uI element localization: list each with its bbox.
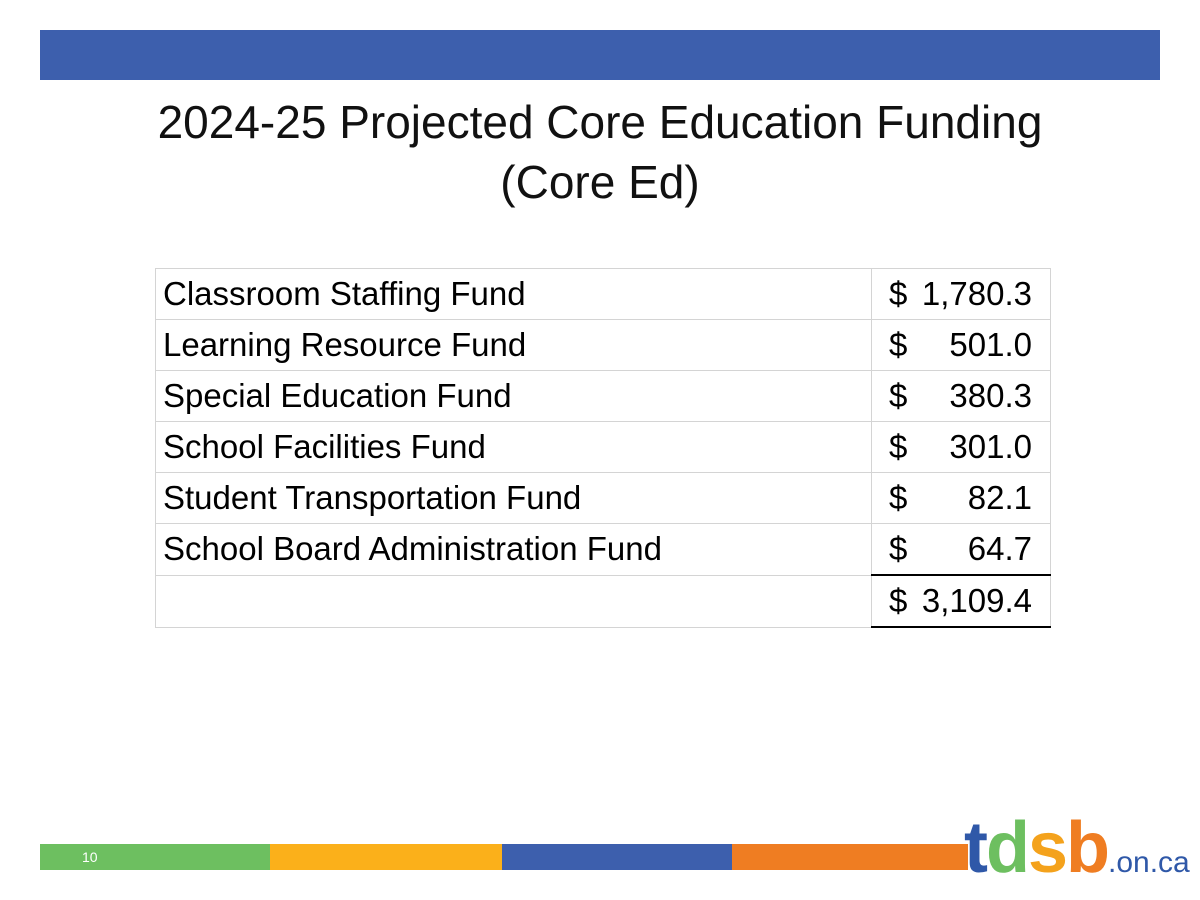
logo-letter-s: s xyxy=(1027,808,1068,888)
fund-amount: 1,780.3 xyxy=(921,275,1032,312)
currency-symbol: $ xyxy=(889,530,908,567)
fund-label: Classroom Staffing Fund xyxy=(155,268,872,320)
fund-amount-cell: $ 64.7 xyxy=(871,523,1051,576)
currency-symbol: $ xyxy=(889,275,908,312)
footer-bar-blue xyxy=(502,844,732,870)
currency-symbol: $ xyxy=(889,582,908,619)
fund-amount-cell: $ 1,780.3 xyxy=(871,268,1051,320)
total-amount: 3,109.4 xyxy=(921,582,1032,619)
fund-label: School Board Administration Fund xyxy=(155,523,872,576)
fund-amount: 501.0 xyxy=(949,326,1032,363)
slide-title: 2024-25 Projected Core Education Funding… xyxy=(40,92,1160,212)
fund-amount-cell: $ 82.1 xyxy=(871,472,1051,524)
table-row: School Facilities Fund $ 301.0 xyxy=(155,421,1051,473)
title-line-2: (Core Ed) xyxy=(500,156,700,208)
logo-letter-t: t xyxy=(964,808,988,888)
fund-label: Student Transportation Fund xyxy=(155,472,872,524)
total-amount-cell: $ 3,109.4 xyxy=(871,574,1051,628)
fund-amount: 64.7 xyxy=(967,530,1032,567)
fund-amount-cell: $ 380.3 xyxy=(871,370,1051,422)
table-row: Special Education Fund $ 380.3 xyxy=(155,370,1051,422)
fund-amount-cell: $ 501.0 xyxy=(871,319,1051,371)
fund-amount-cell: $ 301.0 xyxy=(871,421,1051,473)
currency-symbol: $ xyxy=(889,377,908,414)
funding-table: Classroom Staffing Fund $ 1,780.3 Learni… xyxy=(155,268,1051,628)
title-line-1: 2024-25 Projected Core Education Funding xyxy=(157,96,1043,148)
total-label xyxy=(155,574,872,628)
currency-symbol: $ xyxy=(889,428,908,465)
top-accent-bar xyxy=(40,30,1160,80)
footer-bar-green xyxy=(40,844,270,870)
fund-amount: 301.0 xyxy=(949,428,1032,465)
table-row: Classroom Staffing Fund $ 1,780.3 xyxy=(155,268,1051,320)
fund-amount: 380.3 xyxy=(949,377,1032,414)
table-row: School Board Administration Fund $ 64.7 xyxy=(155,523,1051,576)
fund-label: School Facilities Fund xyxy=(155,421,872,473)
table-row: Learning Resource Fund $ 501.0 xyxy=(155,319,1051,371)
logo-letter-b: b xyxy=(1066,808,1110,888)
tdsb-logo: tdsb.on.ca xyxy=(964,812,1190,884)
fund-label: Learning Resource Fund xyxy=(155,319,872,371)
logo-letter-d: d xyxy=(985,808,1030,888)
currency-symbol: $ xyxy=(889,326,908,363)
total-row: $ 3,109.4 xyxy=(155,574,1051,628)
footer-bar-yellow xyxy=(270,844,502,870)
page-number: 10 xyxy=(82,849,98,865)
table-row: Student Transportation Fund $ 82.1 xyxy=(155,472,1051,524)
currency-symbol: $ xyxy=(889,479,908,516)
footer-bar-orange xyxy=(732,844,968,870)
logo-suffix: .on.ca xyxy=(1108,846,1190,879)
fund-label: Special Education Fund xyxy=(155,370,872,422)
fund-amount: 82.1 xyxy=(967,479,1032,516)
